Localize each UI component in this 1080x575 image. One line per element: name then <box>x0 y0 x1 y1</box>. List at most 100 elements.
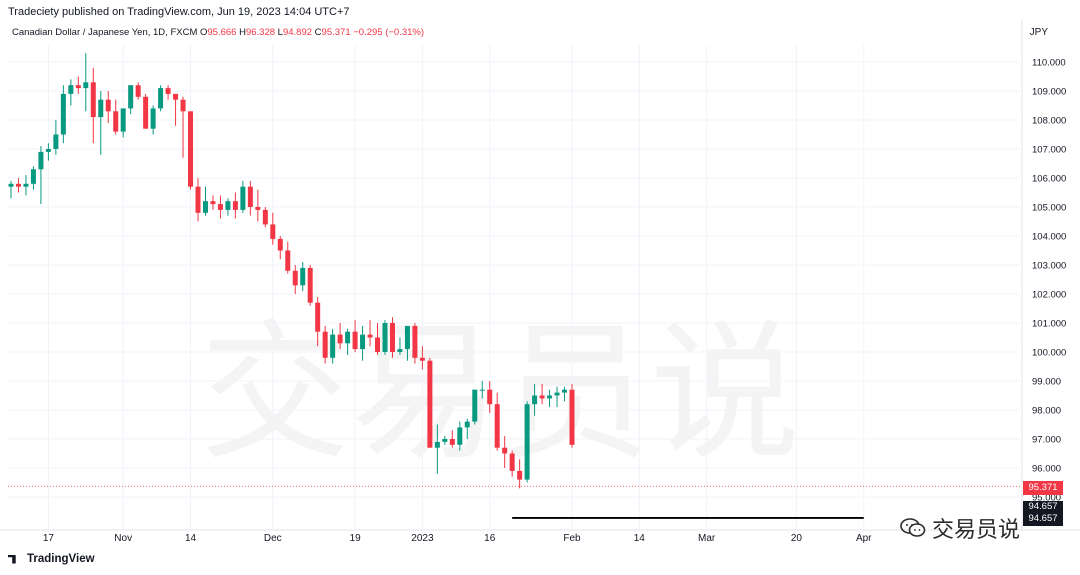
candle <box>479 381 485 399</box>
symbol-legend: Canadian Dollar / Japanese Yen, 1D, FXCM… <box>12 27 424 38</box>
time-axis[interactable]: 17 Nov 14 Dec 19 2023 16 Feb 14 Mar 20 Apr <box>43 533 872 544</box>
candle-body <box>23 183 29 187</box>
candle-body <box>375 337 381 352</box>
candle-body <box>569 389 575 445</box>
candle-body <box>60 93 66 135</box>
line-price-label: 94.657 <box>1028 501 1058 512</box>
candle-body <box>442 439 448 442</box>
candle-body <box>532 395 538 405</box>
candle <box>270 212 276 245</box>
candle-body <box>232 201 238 210</box>
x-tick-label: 20 <box>791 533 803 544</box>
candle <box>569 383 575 448</box>
candle <box>562 386 568 402</box>
candle <box>262 207 268 228</box>
wechat-watermark: 交易员说 <box>900 512 1020 544</box>
tradingview-footer[interactable]: TradingView <box>8 553 95 565</box>
candle-body <box>270 224 276 239</box>
candle <box>210 195 216 210</box>
candle-body <box>240 186 246 210</box>
candle-body <box>345 331 351 344</box>
y-tick-label: 108.000 <box>1032 116 1066 127</box>
candle-body <box>98 99 104 118</box>
candle <box>502 436 508 468</box>
candle <box>158 85 164 112</box>
x-tick-label: 14 <box>634 533 646 544</box>
y-tick-label: 101.000 <box>1032 319 1066 330</box>
candle <box>113 99 119 135</box>
close-value: 95.371 <box>321 27 351 38</box>
candle-body <box>202 201 208 213</box>
candle <box>98 91 104 155</box>
candle <box>277 236 283 260</box>
x-tick-label: 14 <box>185 533 197 544</box>
candle-body <box>554 392 560 396</box>
candle <box>375 323 381 355</box>
candle-body <box>292 270 298 286</box>
candle-body <box>360 334 366 350</box>
candles <box>8 53 575 489</box>
candle-body <box>165 88 171 94</box>
candle <box>285 241 291 274</box>
candle-body <box>352 331 358 350</box>
high-label: H <box>239 27 246 38</box>
y-tick-label: 100.000 <box>1032 348 1066 359</box>
candle <box>8 180 14 199</box>
candle-body <box>419 357 425 361</box>
candle-body <box>195 186 201 213</box>
candle <box>120 108 126 138</box>
wechat-icon <box>900 518 926 537</box>
candle-body <box>120 108 126 132</box>
candle-body <box>143 96 149 129</box>
candle <box>38 146 44 205</box>
candle <box>180 96 186 158</box>
low-label: L <box>277 27 283 38</box>
candle <box>105 91 111 123</box>
candle-body <box>105 99 111 112</box>
candle-body <box>509 453 515 471</box>
price-axis[interactable]: 110.000 109.000 108.000 107.000 106.000 105.0… <box>0 20 1080 531</box>
candle-body <box>277 238 283 251</box>
candle-body <box>449 439 455 445</box>
candle <box>60 85 66 144</box>
x-tick-label: 2023 <box>411 533 434 544</box>
candle <box>128 85 134 115</box>
y-tick-label: 98.000 <box>1032 406 1061 417</box>
candle-body <box>330 334 336 358</box>
candle-body <box>464 421 470 428</box>
grid <box>8 45 1020 530</box>
candle-body <box>389 323 395 352</box>
candle-body <box>539 395 545 399</box>
candle-body <box>517 470 523 480</box>
candle <box>434 424 440 474</box>
candle <box>143 93 149 129</box>
candle-body <box>412 325 418 358</box>
candle <box>397 337 403 355</box>
candle-body <box>434 441 440 448</box>
y-tick-label: 102.000 <box>1032 290 1066 301</box>
change-value: −0.295 (−0.31%) <box>353 27 425 38</box>
candle <box>188 111 194 190</box>
candle <box>547 389 553 408</box>
candle-body <box>113 111 119 132</box>
candle-body <box>404 325 410 350</box>
candle <box>352 320 358 352</box>
candle <box>509 450 515 477</box>
candle <box>360 325 366 361</box>
symbol-name: Canadian Dollar / Japanese Yen, 1D, FXCM <box>12 27 198 38</box>
candle <box>322 325 328 364</box>
candle <box>195 178 201 222</box>
candle-body <box>90 82 96 118</box>
x-tick-label: Dec <box>264 533 282 544</box>
candle <box>337 323 343 350</box>
candle <box>412 323 418 364</box>
candle <box>315 296 321 347</box>
candle <box>404 325 410 361</box>
candle <box>53 120 59 155</box>
candle <box>419 346 425 370</box>
x-tick-label: Feb <box>563 533 581 544</box>
candle-body <box>479 389 485 391</box>
candle <box>30 166 36 190</box>
y-tick-label: 97.000 <box>1032 435 1061 446</box>
